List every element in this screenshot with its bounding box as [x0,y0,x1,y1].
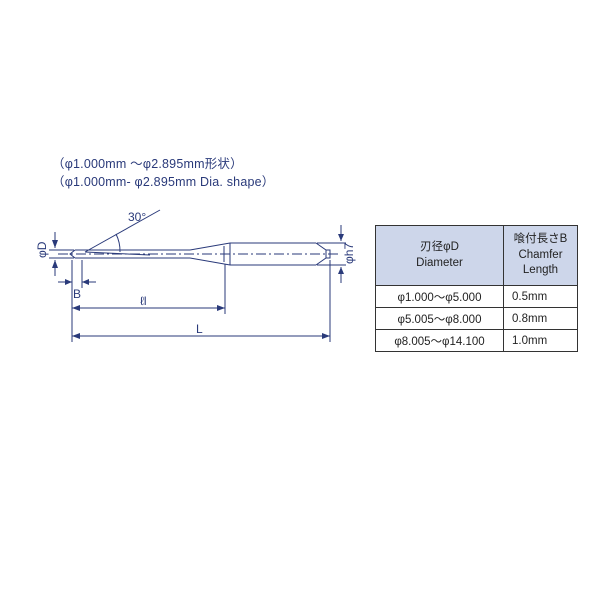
dim-b-label: B [73,287,81,301]
header-en: Diameter [416,257,463,269]
cell-chamfer: 0.5mm [504,286,578,308]
table-row: φ8.005～φ14.100 1.0mm [376,330,578,352]
header-en: Chamfer Length [518,249,562,277]
table-header-chamfer: 喰付長さB Chamfer Length [504,226,578,286]
table-row: φ1.000～φ5.000 0.5mm [376,286,578,308]
table-row: φ5.005～φ8.000 0.8mm [376,308,578,330]
dim-d-label: φD [35,241,49,258]
cell-range: φ8.005～φ14.100 [376,330,504,352]
header-jp: 刃径φD [420,241,459,253]
angle-label: 30° [128,210,146,224]
dim-L-label: L [196,322,203,336]
cell-chamfer: 0.8mm [504,308,578,330]
header-jp: 喰付長さB [514,233,568,245]
dim-shank-label: φh7 [342,243,356,264]
table-header-diameter: 刃径φD Diameter [376,226,504,286]
chamfer-length-table: 刃径φD Diameter 喰付長さB Chamfer Length φ1.00… [375,225,578,352]
cell-range: φ5.005～φ8.000 [376,308,504,330]
cell-range: φ1.000～φ5.000 [376,286,504,308]
cell-chamfer: 1.0mm [504,330,578,352]
dim-l1-label: ℓl [140,294,147,308]
